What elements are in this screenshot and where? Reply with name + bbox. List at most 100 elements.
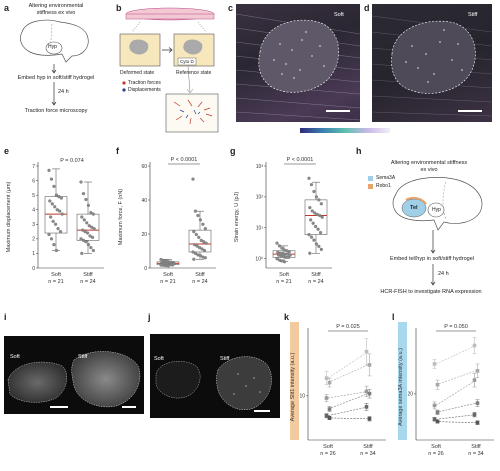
panel-a-title-line1: Altering environmental xyxy=(28,3,84,9)
panel-c-letter: c xyxy=(228,3,234,13)
panel-h-hyp-label: Hyp xyxy=(432,207,441,213)
panel-a-arrow-2 xyxy=(51,82,57,106)
n-label: n = 24 xyxy=(308,279,323,285)
panel-k-letter: k xyxy=(284,312,290,322)
data-point xyxy=(47,232,51,237)
data-point xyxy=(364,389,369,394)
n-label: n = 26 xyxy=(320,451,335,457)
y-tick-label: 10¹ xyxy=(256,226,264,232)
panel-f-letter: f xyxy=(116,146,119,156)
data-point xyxy=(367,363,372,367)
p-value: P = 0.074 xyxy=(60,158,84,164)
panel-g-chart: 10⁰ 10¹ 10² 10³ Strain energy, U (pJ) P < 0.0… xyxy=(234,157,332,285)
data-point xyxy=(53,205,57,209)
data-point xyxy=(364,405,369,409)
data-point xyxy=(86,203,91,207)
data-point xyxy=(472,378,477,382)
panel-e-letter: e xyxy=(4,146,10,156)
data-point xyxy=(55,208,59,212)
data-point xyxy=(193,251,198,256)
data-point xyxy=(197,235,201,240)
p-value: P = 0.025 xyxy=(336,324,360,330)
data-point xyxy=(51,219,55,223)
x-category-label: Stiff xyxy=(83,272,93,278)
x-category-label: Soft xyxy=(51,272,61,278)
panel-h-step-time: 24 h xyxy=(438,271,449,277)
data-point xyxy=(47,168,51,172)
y-tick-label: 40 xyxy=(141,198,147,204)
panel-i-stiff-label: Stiff xyxy=(78,354,88,360)
data-point xyxy=(80,251,84,256)
data-point xyxy=(324,413,329,418)
panel-b-legend-traction: Traction forces xyxy=(128,80,161,86)
data-point xyxy=(59,196,63,200)
data-point xyxy=(200,247,204,251)
data-point xyxy=(82,218,86,222)
panel-k-ylabel-band xyxy=(290,322,299,440)
y-axis-label: Average sema3A intensity (a.u.) xyxy=(398,348,404,426)
panel-b-reference-box: Cyto D xyxy=(180,59,194,64)
panel-h-arrow-2 xyxy=(430,264,436,286)
y-axis-label: Maximum force, F (nN) xyxy=(118,189,124,245)
data-point xyxy=(49,177,54,181)
data-point xyxy=(319,202,323,206)
panel-j-tissue xyxy=(155,356,272,412)
data-point xyxy=(91,248,95,253)
data-point xyxy=(203,227,207,231)
data-point xyxy=(277,244,282,248)
n-label: n = 34 xyxy=(360,451,375,457)
data-point xyxy=(54,193,59,197)
panel-e-chart: 0 1 2 3 4 5 6 7 Maximum displacement (μm) P = 0.0… xyxy=(6,158,104,285)
data-point xyxy=(197,245,202,250)
data-point xyxy=(87,224,91,228)
data-point xyxy=(309,218,313,222)
series-line xyxy=(435,421,477,424)
data-point xyxy=(432,362,437,366)
panel-a-step2: Traction force microscopy xyxy=(24,108,88,114)
y-tick-label: 20 xyxy=(407,392,413,398)
panel-a-step-time: 24 h xyxy=(58,89,69,95)
data-point xyxy=(312,189,316,194)
data-point xyxy=(312,238,316,242)
data-point xyxy=(49,215,53,219)
data-point xyxy=(287,249,291,254)
panel-b-deformed-label: Deformed state xyxy=(120,70,155,76)
panel-a-title: Altering environmental stiffness ex vivo xyxy=(18,3,94,16)
data-point xyxy=(324,376,329,380)
data-point xyxy=(90,225,94,229)
data-point xyxy=(311,221,315,225)
n-label: n = 21 xyxy=(48,279,63,285)
box-iqr xyxy=(76,213,100,241)
data-point xyxy=(435,419,440,424)
panel-d-vector-field xyxy=(372,15,492,117)
data-point xyxy=(475,401,480,405)
panel-c-soft-label: Soft xyxy=(334,12,344,18)
data-point xyxy=(275,257,279,261)
data-point xyxy=(435,410,440,415)
data-point xyxy=(364,349,369,354)
data-point xyxy=(85,221,89,225)
data-point xyxy=(204,241,208,245)
panel-h-step2: HCR-FISH to investigate RNA expression xyxy=(380,289,482,295)
box-iqr xyxy=(304,199,328,235)
data-point xyxy=(53,222,58,226)
y-tick-label: 6 xyxy=(32,178,35,184)
data-point xyxy=(52,184,56,189)
y-tick-label: 3 xyxy=(32,222,35,228)
y-tick-label: 7 xyxy=(32,164,35,170)
y-tick-label: 10² xyxy=(256,195,264,201)
data-point xyxy=(318,230,323,235)
panel-h-arrow-1 xyxy=(430,230,436,254)
series-line xyxy=(435,370,477,385)
data-point xyxy=(313,224,318,229)
data-point xyxy=(327,380,332,385)
data-point xyxy=(191,177,195,181)
data-point xyxy=(85,231,90,235)
panel-h-legend-sema3a: Sema3A xyxy=(376,175,396,181)
data-point xyxy=(327,416,332,420)
data-point xyxy=(80,215,84,219)
series-line xyxy=(435,379,477,406)
data-point xyxy=(308,251,312,255)
data-point xyxy=(308,206,312,210)
